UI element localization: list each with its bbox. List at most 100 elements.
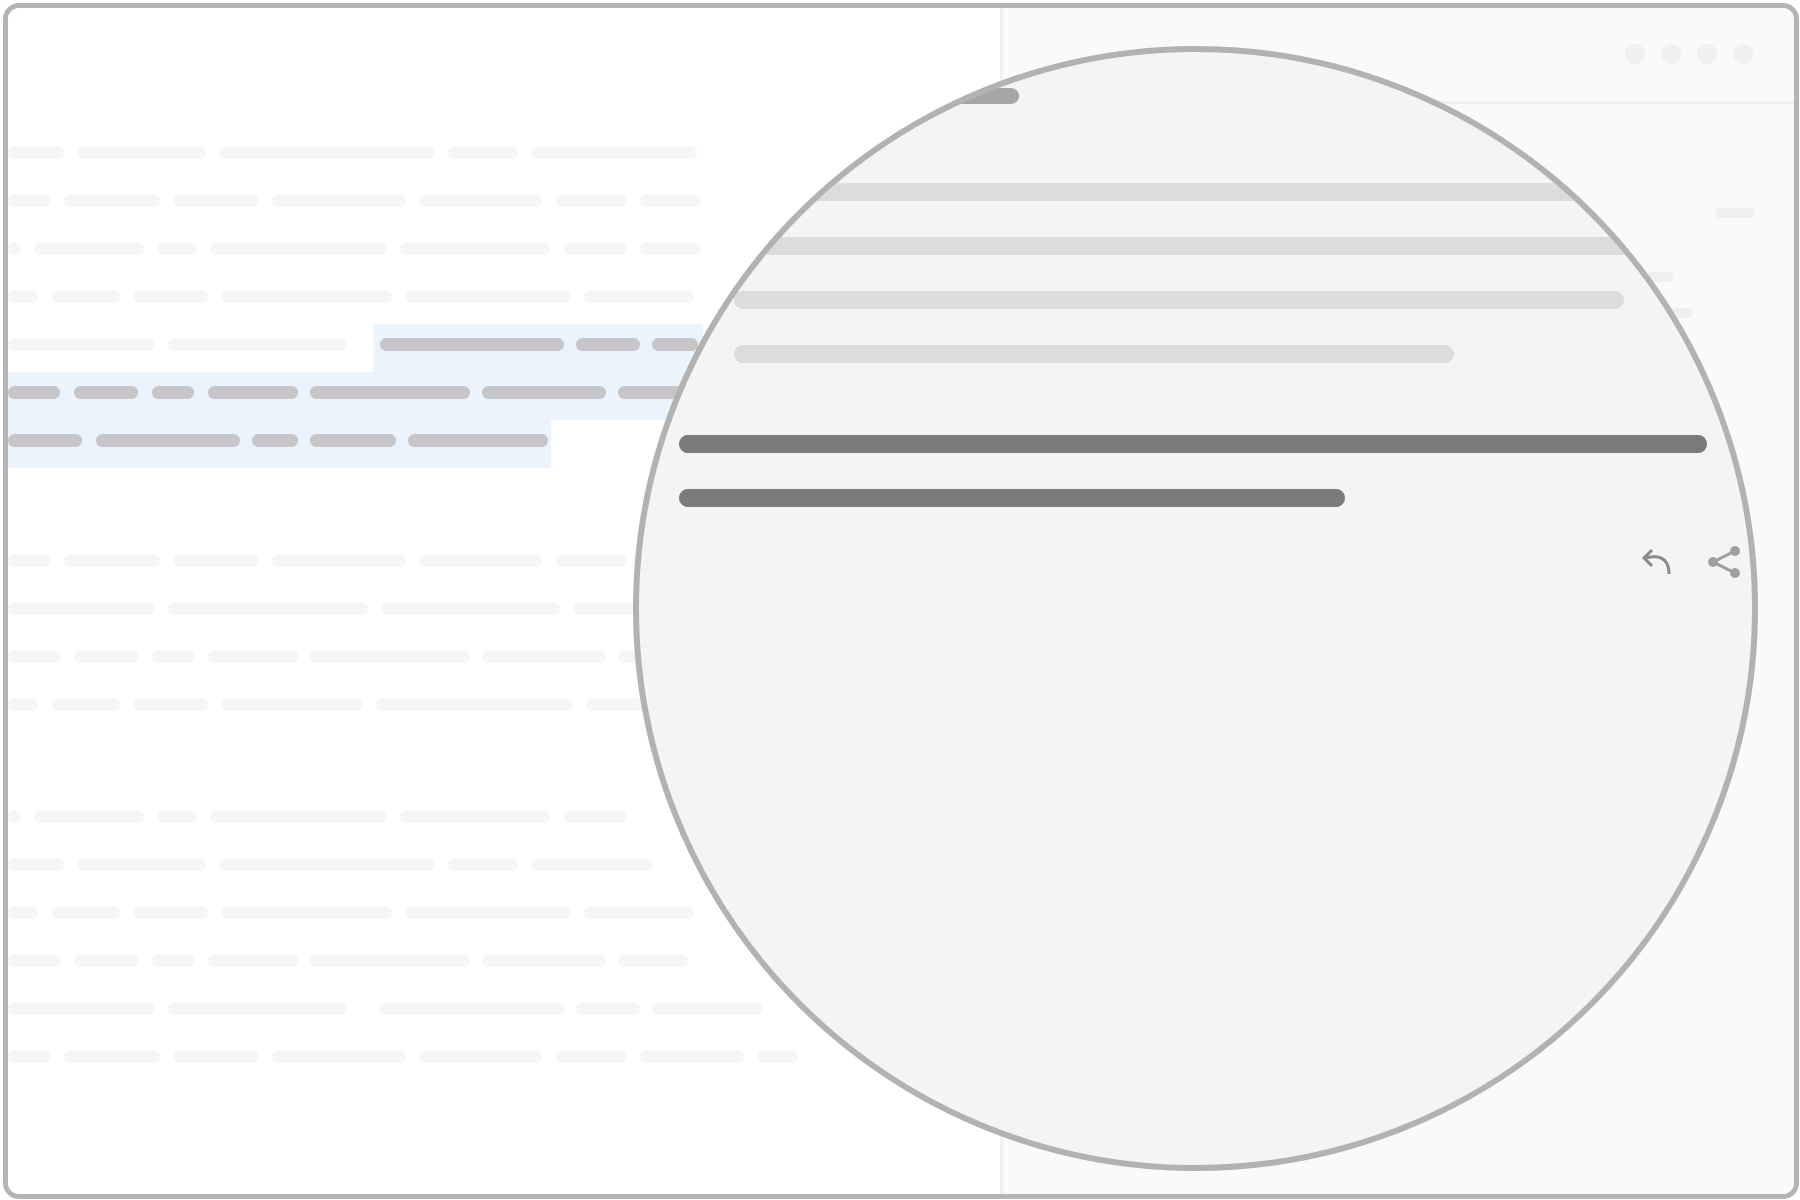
text-line-placeholder: [640, 1050, 744, 1063]
magnified-selected-line: [679, 489, 1345, 507]
selected-text-line: [74, 386, 138, 399]
selected-text-line: [8, 386, 60, 399]
text-line-placeholder: [222, 906, 392, 919]
window-control-icon[interactable]: [1697, 44, 1717, 64]
magnified-selected-line: [679, 435, 1707, 453]
selected-text-line: [310, 434, 396, 447]
text-line-placeholder: [420, 554, 542, 567]
text-line-placeholder: [8, 906, 38, 919]
text-line-placeholder: [380, 1002, 564, 1015]
text-line-placeholder: [52, 290, 120, 303]
magnified-text-line: [734, 291, 1624, 309]
text-line-placeholder: [64, 194, 160, 207]
text-line-placeholder: [34, 242, 144, 255]
text-line-placeholder: [420, 1050, 542, 1063]
text-line-placeholder: [400, 242, 550, 255]
text-line-placeholder: [8, 1002, 154, 1015]
text-line-placeholder: [382, 602, 560, 615]
selected-text-line: [152, 386, 194, 399]
text-line-placeholder: [8, 650, 60, 663]
text-line-placeholder: [52, 698, 120, 711]
text-line-placeholder: [174, 554, 258, 567]
selected-text-line: [96, 434, 240, 447]
reply-icon[interactable]: [1639, 544, 1679, 584]
text-line-placeholder: [134, 698, 208, 711]
text-line-placeholder: [78, 858, 206, 871]
text-line-placeholder: [64, 554, 160, 567]
text-line-placeholder: [556, 1050, 626, 1063]
text-line-placeholder: [8, 194, 50, 207]
text-line-placeholder: [420, 194, 542, 207]
magnified-text-line: [669, 183, 1669, 201]
text-line-placeholder: [556, 554, 626, 567]
text-line-placeholder: [74, 650, 138, 663]
text-line-placeholder: [448, 146, 518, 159]
text-line-placeholder: [174, 1050, 258, 1063]
text-line-placeholder: [400, 810, 550, 823]
text-line-placeholder: [52, 906, 120, 919]
selected-text-line: [8, 434, 82, 447]
window-control-icon[interactable]: [1733, 44, 1753, 64]
selected-text-line: [380, 338, 564, 351]
selected-text-line: [576, 338, 640, 351]
text-line-placeholder: [8, 242, 20, 255]
text-line-placeholder: [482, 954, 606, 967]
text-line-placeholder: [210, 810, 386, 823]
text-line-placeholder: [272, 1050, 406, 1063]
text-line-placeholder: [576, 1002, 640, 1015]
text-line-placeholder: [152, 954, 194, 967]
side-panel-text-placeholder: [1715, 208, 1755, 218]
text-line-placeholder: [158, 810, 196, 823]
selected-text-line: [652, 338, 698, 351]
text-line-placeholder: [134, 290, 208, 303]
text-line-placeholder: [208, 650, 298, 663]
text-line-placeholder: [8, 290, 38, 303]
text-line-placeholder: [168, 1002, 346, 1015]
text-line-placeholder: [168, 338, 346, 351]
text-line-placeholder: [34, 810, 144, 823]
text-line-placeholder: [406, 290, 570, 303]
magnified-heading-line: [839, 88, 1019, 104]
text-line-placeholder: [618, 954, 688, 967]
window-control-icon[interactable]: [1625, 44, 1645, 64]
app-window: [3, 3, 1799, 1199]
text-line-placeholder: [64, 1050, 160, 1063]
text-line-placeholder: [586, 698, 646, 711]
text-line-placeholder: [482, 650, 606, 663]
magnifier-lens: [633, 46, 1758, 1171]
text-line-placeholder: [574, 602, 634, 615]
side-panel-text-placeholder: [1643, 272, 1673, 282]
share-icon[interactable]: [1705, 542, 1745, 582]
magnified-text-line: [734, 345, 1454, 363]
text-line-placeholder: [272, 194, 406, 207]
text-line-placeholder: [564, 810, 626, 823]
text-line-placeholder: [310, 650, 470, 663]
text-line-placeholder: [222, 698, 362, 711]
text-line-placeholder: [210, 242, 386, 255]
selected-text-line: [482, 386, 606, 399]
window-control-icon[interactable]: [1661, 44, 1681, 64]
text-line-placeholder: [448, 858, 518, 871]
text-line-placeholder: [8, 698, 38, 711]
text-line-placeholder: [220, 146, 434, 159]
text-line-placeholder: [152, 650, 194, 663]
text-line-placeholder: [532, 146, 697, 159]
selected-text-line: [408, 434, 548, 447]
text-line-placeholder: [532, 858, 652, 871]
text-line-placeholder: [8, 146, 64, 159]
text-line-placeholder: [376, 698, 572, 711]
text-line-placeholder: [78, 146, 206, 159]
text-line-placeholder: [8, 858, 64, 871]
selected-text-line: [310, 386, 470, 399]
text-line-placeholder: [584, 290, 694, 303]
text-line-placeholder: [8, 1050, 50, 1063]
text-line-placeholder: [222, 290, 392, 303]
text-line-placeholder: [174, 194, 258, 207]
text-line-placeholder: [758, 1050, 798, 1063]
text-line-placeholder: [406, 906, 570, 919]
text-line-placeholder: [564, 242, 626, 255]
text-line-placeholder: [220, 858, 434, 871]
text-line-placeholder: [134, 906, 208, 919]
text-line-placeholder: [310, 954, 470, 967]
text-line-placeholder: [8, 810, 20, 823]
